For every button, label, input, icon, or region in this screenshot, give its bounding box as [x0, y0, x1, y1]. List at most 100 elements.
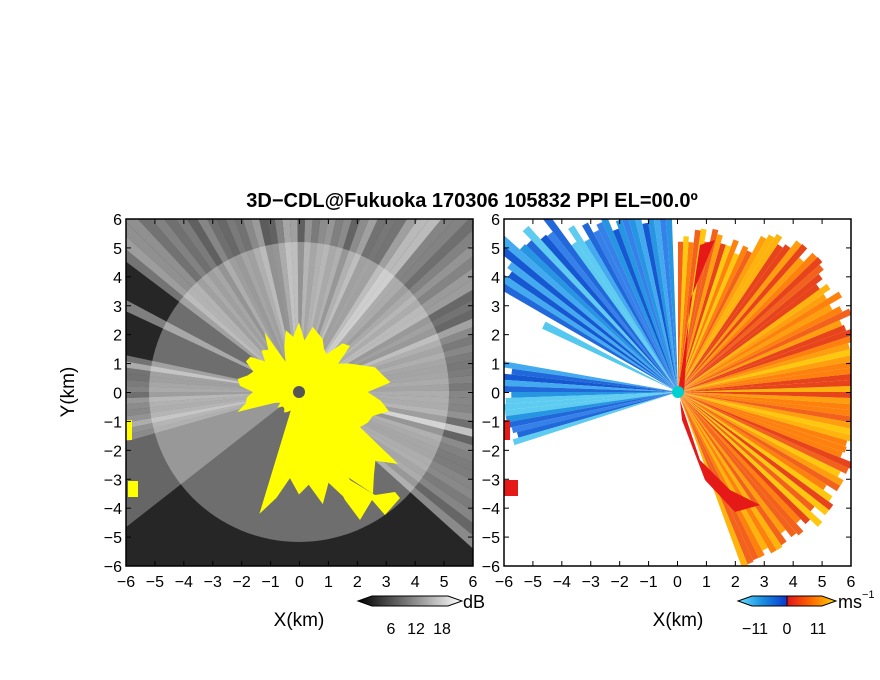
velocity-ray-positive	[678, 392, 815, 512]
echo-ray	[225, 219, 299, 392]
echo-ray	[126, 392, 299, 528]
vel-y-tick-label: 3	[491, 299, 500, 316]
vel-x-tick-label: 3	[760, 574, 769, 591]
velocity-ray-positive	[678, 392, 811, 525]
velocity-ray-positive	[678, 235, 767, 392]
velocity-ray-positive	[678, 373, 851, 392]
vel-x-tick-label: 4	[789, 574, 798, 591]
refl-x-tick-label: 5	[440, 574, 449, 591]
refl-y-tick-label: −1	[104, 414, 122, 431]
velocity-ray-positive	[678, 319, 843, 392]
velocity-ray-positive	[678, 244, 808, 392]
velocity-ray-negative	[628, 219, 678, 392]
vel-x-tick-label: 2	[731, 574, 740, 591]
velocity-ray-negative	[505, 392, 678, 405]
velocity-ray-negative	[512, 392, 678, 446]
velocity-ray-positive	[678, 245, 749, 392]
refl-x-tick-label: 1	[324, 574, 333, 591]
vel-y-tick-label: −6	[482, 559, 500, 576]
vel-x-tick-label: −6	[495, 574, 513, 591]
x-axis-label-right: X(km)	[653, 610, 704, 631]
velocity-ray-positive	[678, 228, 719, 392]
velocity-ray-positive	[678, 392, 801, 524]
velocity-ray-positive	[678, 392, 759, 561]
velocity-ray-negative	[647, 219, 678, 392]
velocity-ray-positive	[678, 239, 739, 392]
velocity-ray-positive	[678, 392, 851, 405]
velocity-ray-positive	[678, 392, 841, 492]
echo-ray	[126, 221, 299, 392]
velocity-colorbar-unit-exp: −1	[862, 589, 875, 601]
velocity-ray-negative	[504, 373, 678, 392]
velocity-echo	[504, 219, 851, 566]
velocity-image	[504, 219, 851, 566]
velocity-ray-negative	[642, 222, 678, 392]
velocity-ray-positive	[678, 392, 849, 474]
refl-y-tick-label: 6	[113, 212, 122, 229]
velocity-tick-11: 11	[810, 621, 827, 638]
velocity-ray-negative	[596, 221, 678, 392]
refl-y-tick-label: 1	[113, 357, 122, 374]
echo-ray	[299, 219, 408, 392]
velocity-ray-positive	[678, 392, 843, 458]
echo-ray	[126, 392, 299, 405]
velocity-ray-negative	[653, 219, 678, 392]
echo-ray	[299, 256, 473, 392]
velocity-ray-positive	[678, 392, 833, 502]
velocity-ray-positive	[678, 252, 740, 392]
refl-y-tick-label: −4	[104, 501, 122, 518]
refl-x-tick-label: −2	[233, 574, 251, 591]
vel-x-tick-label: 6	[847, 574, 856, 591]
velocity-ray-positive	[678, 392, 834, 511]
velocity-ray-positive	[678, 343, 850, 392]
velocity-ray-negative	[547, 231, 678, 392]
velocity-ray-positive	[678, 236, 689, 392]
velocity-ray-negative	[615, 219, 678, 392]
velocity-ray-positive	[678, 306, 843, 392]
refl-x-tick-label: −4	[175, 574, 193, 591]
vel-x-tick-label: −3	[582, 574, 600, 591]
velocity-ray-positive	[678, 234, 775, 392]
velocity-ray-positive	[678, 392, 830, 516]
vel-y-tick-label: 6	[491, 212, 500, 229]
velocity-ray-positive	[678, 348, 851, 392]
vel-y-tick-label: −4	[482, 501, 500, 518]
velocity-zero-band	[680, 400, 760, 512]
velocity-ray-negative	[612, 228, 678, 392]
velocity-ray-negative	[504, 274, 678, 392]
vel-y-tick-label: 4	[491, 270, 500, 287]
velocity-colorbar-unit: ms	[838, 592, 862, 612]
velocity-ray-positive	[678, 392, 797, 538]
velocity-ray-negative	[507, 271, 678, 392]
refl-y-tick-label: 5	[113, 241, 122, 258]
velocity-ray-negative	[600, 219, 678, 392]
velocity-ray-negative	[516, 392, 678, 438]
velocity-ray-negative	[519, 244, 678, 392]
refl-x-tick-label: −6	[117, 574, 135, 591]
velocity-ray-negative	[504, 385, 678, 392]
velocity-ray-positive	[678, 240, 802, 392]
vel-y-tick-label: 0	[491, 386, 500, 403]
velocity-ray-negative	[511, 392, 678, 434]
velocity-ray-positive	[678, 385, 851, 392]
refl-x-tick-label: 0	[295, 574, 304, 591]
velocity-ray-negative	[511, 392, 678, 398]
db-tick-6: 6	[387, 621, 396, 638]
reflectivity-axis-ticks: −6 −5 −4 −3 −2 −1 0 1 2 3 4 5 6 6 5 4 3 2 1 0 −1 −2 −3 −4 −5 −6	[104, 212, 478, 591]
highlight-edge	[128, 481, 138, 497]
velocity-zero-band	[504, 480, 518, 496]
velocity-ray-positive	[678, 242, 694, 392]
echo-ray	[299, 392, 473, 501]
velocity-ray-positive	[678, 244, 791, 392]
refl-y-tick-label: −3	[104, 472, 122, 489]
velocity-ray-negative	[504, 361, 678, 392]
chart-title: 3D−CDL@Fukuoka 170306 105832 PPI EL=00.0…	[246, 190, 698, 212]
refl-y-tick-label: −6	[104, 559, 122, 576]
refl-y-tick-label: 3	[113, 299, 122, 316]
velocity-ray-positive	[678, 392, 851, 469]
velocity-ray-positive	[678, 243, 726, 392]
velocity-ray-positive	[678, 392, 823, 527]
refl-x-tick-label: 3	[382, 574, 391, 591]
